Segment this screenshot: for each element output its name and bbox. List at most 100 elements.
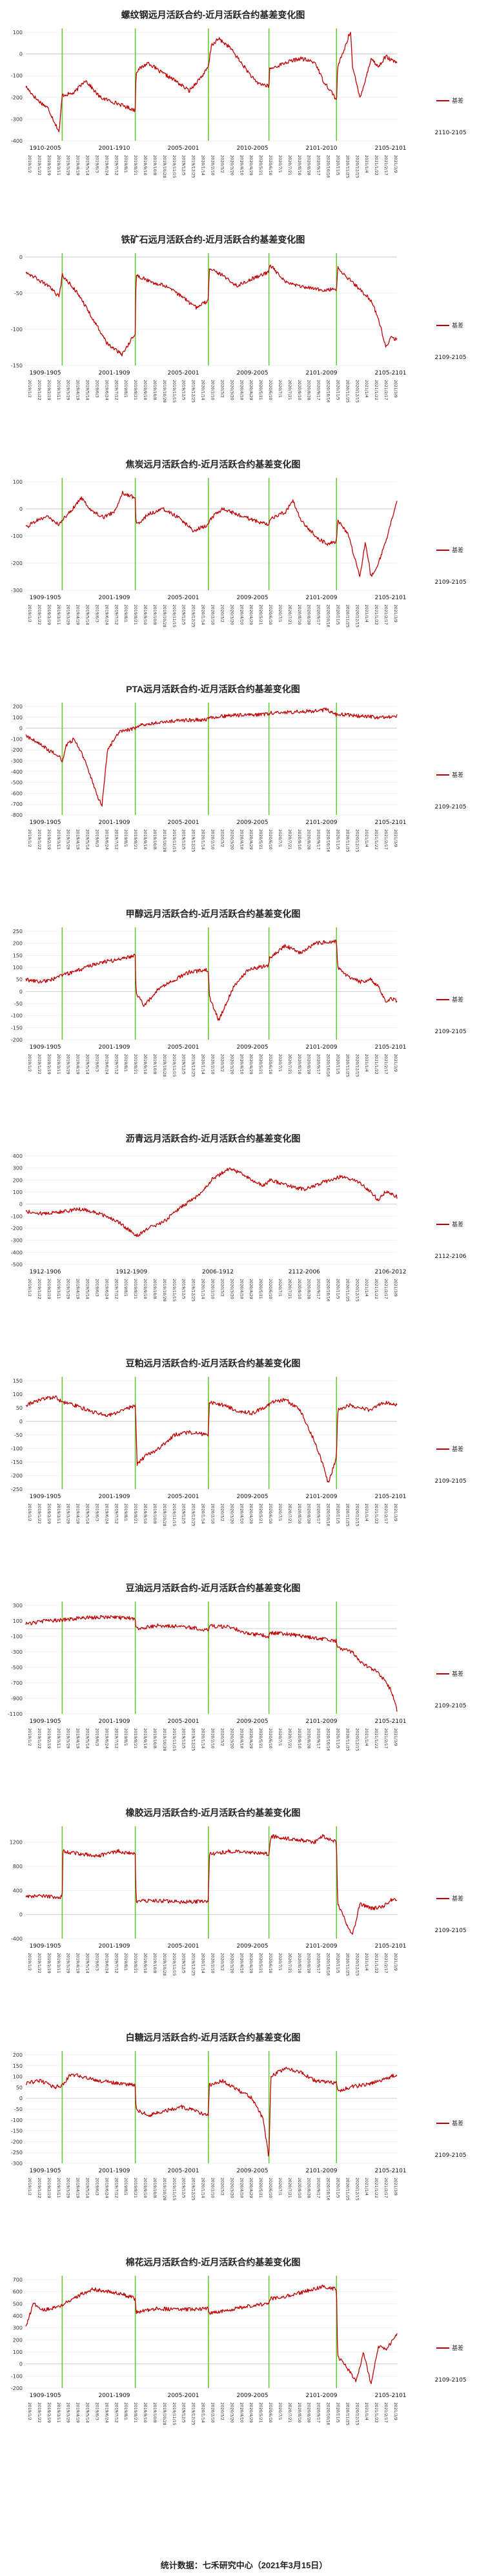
x-tick-label: 2019/10/8	[152, 2178, 157, 2198]
x-tick-label: 2019/1/2	[27, 604, 32, 623]
x-tick-label: 2020/5/21	[258, 2178, 263, 2198]
x-tick-label: 2019/1/2	[27, 155, 32, 173]
y-tick-label: 150	[13, 953, 23, 958]
x-tick-label: 2020/11/25	[345, 1953, 349, 1976]
x-tick-label: 2020/3/2	[219, 1054, 224, 1072]
x-tick-label: 2019/1/22	[37, 604, 41, 625]
x-tick-label: 2020/1/14	[201, 829, 205, 850]
x-tick-label: 2019/8/1	[123, 1728, 128, 1746]
contract-pair-label: 1909-1905	[29, 1943, 61, 1950]
x-tick-label: 2020/11/25	[345, 1054, 349, 1077]
x-tick-label: 2020/8/28	[307, 829, 311, 850]
x-tick-label: 2020/6/10	[268, 1728, 272, 1749]
x-tick-label: 2019/9/10	[143, 2402, 147, 2423]
x-tick-label: 2019/5/14	[85, 1728, 90, 1749]
x-tick-label: 2020/8/10	[297, 1503, 301, 1524]
x-tick-label: 2019/11/15	[172, 829, 176, 852]
contract-pair-label: 2105-2101	[374, 1044, 406, 1051]
x-tick-label: 2021/2/17	[383, 829, 388, 850]
x-tick-label: 2020/9/17	[316, 1503, 321, 1524]
x-tick-label: 2020/5/21	[258, 829, 263, 850]
x-tick-label: 2019/7/12	[114, 380, 118, 400]
x-tick-label: 2020/3/20	[229, 380, 234, 400]
contract-pair-label: 2112-2006	[289, 1269, 320, 1275]
chart-panel: 豆油远月活跃合约-近月活跃合约基差变化图 300 100 -100 -300 -500 -7…	[0, 1577, 488, 1802]
y-tick-label: -200	[11, 1226, 23, 1231]
x-tick-label: 2019/4/19	[76, 829, 80, 850]
x-tick-label: 2019/1/22	[37, 380, 41, 400]
x-tick-label: 2019/6/3	[94, 1279, 99, 1297]
x-tick-label: 2019/6/24	[104, 380, 108, 400]
x-tick-label: 2019/1/22	[37, 1054, 41, 1075]
y-tick-label: -150	[11, 1459, 23, 1465]
chart-svg: 豆粕远月活跃合约-近月活跃合约基差变化图 150 100 50 0 -50 -100 -150…	[11, 1358, 467, 1527]
y-tick-label: 100	[13, 715, 23, 721]
x-tick-label: 2019/10/8	[152, 1953, 157, 1973]
x-tick-label: 2019/3/11	[56, 829, 61, 850]
x-tick-label: 2021/2/17	[383, 2178, 388, 2198]
contract-pair-label: 2001-1909	[98, 2393, 130, 2399]
x-tick-label: 2021/2/17	[383, 2402, 388, 2423]
x-tick-label: 2019/4/19	[76, 2402, 80, 2423]
contract-pair-label: 2101-2009	[305, 2393, 337, 2399]
x-tick-label: 2020/10/16	[326, 1953, 330, 1976]
x-tick-label: 2021/1/4	[364, 1503, 369, 1521]
x-tick-label: 2020/8/10	[297, 604, 301, 625]
x-tick-label: 2019/9/10	[143, 1279, 147, 1299]
x-tick-label: 2019/11/15	[172, 380, 176, 403]
x-tick-label: 2019/11/15	[172, 2178, 176, 2201]
x-tick-label: 2019/5/14	[85, 604, 90, 625]
x-tick-label: 2020/9/17	[316, 604, 321, 625]
x-tick-label: 2020/11/25	[345, 2402, 349, 2426]
x-tick-label: 2019/4/19	[76, 604, 80, 625]
x-tick-label: 2020/4/29	[249, 1054, 253, 1075]
x-tick-label: 2020/7/1	[278, 2402, 282, 2420]
x-tick-label: 2019/5/14	[85, 2178, 90, 2198]
x-tick-label: 2019/1/22	[37, 829, 41, 850]
x-tick-label: 2020/7/1	[278, 1953, 282, 1971]
x-tick-label: 2020/8/10	[297, 2402, 301, 2423]
x-tick-label: 2021/1/22	[374, 1953, 378, 1973]
x-tick-label: 2019/3/29	[66, 1054, 70, 1075]
x-tick-label: 2019/11/15	[172, 2402, 176, 2426]
y-tick-label: -300	[11, 2161, 23, 2167]
x-tick-label: 2019/6/3	[94, 604, 99, 623]
x-tick-label: 2020/5/21	[258, 604, 263, 625]
x-tick-label: 2020/11/5	[336, 2178, 340, 2198]
x-tick-label: 2020/8/10	[297, 1953, 301, 1973]
x-tick-label: 2019/8/1	[123, 604, 128, 623]
y-tick-label: 200	[13, 1177, 23, 1183]
x-tick-label: 2019/8/1	[123, 829, 128, 847]
x-tick-label: 2021/3/9	[393, 1279, 398, 1297]
x-tick-label: 2019/8/21	[133, 1054, 137, 1075]
y-tick-label: -150	[11, 2128, 23, 2134]
chart-title: 橡胶远月活跃合约-近月活跃合约基差变化图	[126, 1808, 301, 1818]
x-tick-label: 2020/11/25	[345, 829, 349, 852]
x-tick-label: 2020/2/10	[210, 829, 215, 850]
x-tick-label: 2019/6/3	[94, 380, 99, 398]
x-tick-label: 2020/5/21	[258, 1503, 263, 1524]
contract-pair-label: 1909-1905	[29, 819, 61, 826]
x-tick-label: 2020/7/1	[278, 1728, 282, 1746]
contract-pair-label: 2009-2005	[236, 1044, 268, 1051]
contract-pair-label: 2009-2005	[236, 2393, 268, 2399]
x-tick-label: 2019/8/21	[133, 1728, 137, 1749]
x-tick-label: 2019/9/10	[143, 1728, 147, 1749]
x-tick-label: 2019/10/28	[162, 1728, 167, 1751]
x-tick-label: 2020/2/10	[210, 155, 215, 176]
x-tick-label: 2020/6/10	[268, 1279, 272, 1299]
contract-pair-label: 2009-2005	[236, 1494, 268, 1500]
x-tick-label: 2019/1/22	[37, 2178, 41, 2198]
y-tick-label: -300	[11, 1649, 23, 1655]
x-tick-label: 2019/10/8	[152, 380, 157, 400]
x-tick-label: 2020/3/2	[219, 604, 224, 623]
x-tick-label: 2020/2/10	[210, 1054, 215, 1075]
legend-label: 基差	[452, 97, 463, 105]
x-tick-label: 2019/11/15	[172, 1054, 176, 1077]
contract-pair-label: 2001-1909	[98, 1494, 130, 1500]
basis-series-line	[25, 2285, 398, 2384]
x-tick-label: 2021/2/17	[383, 1728, 388, 1749]
contract-pair-label: 2109-2105	[434, 2152, 466, 2159]
x-tick-label: 2019/4/19	[76, 2178, 80, 2198]
x-tick-label: 2020/8/28	[307, 1054, 311, 1075]
